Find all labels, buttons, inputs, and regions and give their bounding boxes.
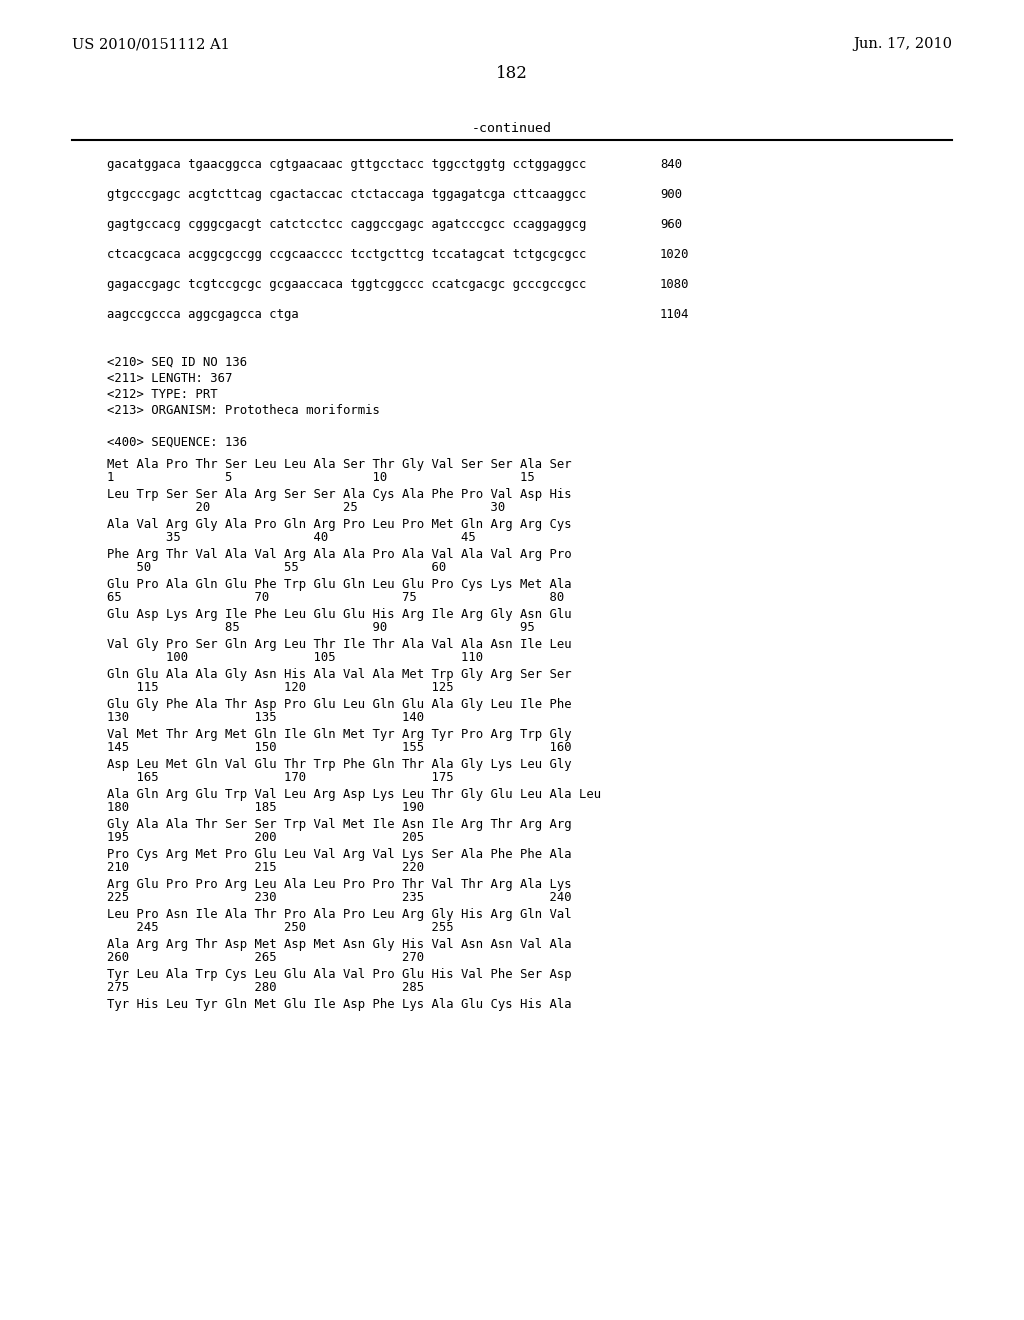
Text: 180                 185                 190: 180 185 190 bbox=[106, 801, 424, 814]
Text: Gly Ala Ala Thr Ser Ser Trp Val Met Ile Asn Ile Arg Thr Arg Arg: Gly Ala Ala Thr Ser Ser Trp Val Met Ile … bbox=[106, 818, 571, 832]
Text: Gln Glu Ala Ala Gly Asn His Ala Val Ala Met Trp Gly Arg Ser Ser: Gln Glu Ala Ala Gly Asn His Ala Val Ala … bbox=[106, 668, 571, 681]
Text: Phe Arg Thr Val Ala Val Arg Ala Ala Pro Ala Val Ala Val Arg Pro: Phe Arg Thr Val Ala Val Arg Ala Ala Pro … bbox=[106, 548, 571, 561]
Text: Ala Gln Arg Glu Trp Val Leu Arg Asp Lys Leu Thr Gly Glu Leu Ala Leu: Ala Gln Arg Glu Trp Val Leu Arg Asp Lys … bbox=[106, 788, 601, 801]
Text: Ala Arg Arg Thr Asp Met Asp Met Asn Gly His Val Asn Asn Val Ala: Ala Arg Arg Thr Asp Met Asp Met Asn Gly … bbox=[106, 939, 571, 950]
Text: Glu Gly Phe Ala Thr Asp Pro Glu Leu Gln Glu Ala Gly Leu Ile Phe: Glu Gly Phe Ala Thr Asp Pro Glu Leu Gln … bbox=[106, 698, 571, 711]
Text: 50                  55                  60: 50 55 60 bbox=[106, 561, 446, 574]
Text: <400> SEQUENCE: 136: <400> SEQUENCE: 136 bbox=[106, 436, 247, 449]
Text: 225                 230                 235                 240: 225 230 235 240 bbox=[106, 891, 571, 904]
Text: Glu Pro Ala Gln Glu Phe Trp Glu Gln Leu Glu Pro Cys Lys Met Ala: Glu Pro Ala Gln Glu Phe Trp Glu Gln Leu … bbox=[106, 578, 571, 591]
Text: gacatggaca tgaacggcca cgtgaacaac gttgcctacc tggcctggtg cctggaggcc: gacatggaca tgaacggcca cgtgaacaac gttgcct… bbox=[106, 158, 587, 172]
Text: 960: 960 bbox=[660, 218, 682, 231]
Text: 85                  90                  95: 85 90 95 bbox=[106, 620, 535, 634]
Text: <212> TYPE: PRT: <212> TYPE: PRT bbox=[106, 388, 218, 401]
Text: 1104: 1104 bbox=[660, 308, 689, 321]
Text: Leu Pro Asn Ile Ala Thr Pro Ala Pro Leu Arg Gly His Arg Gln Val: Leu Pro Asn Ile Ala Thr Pro Ala Pro Leu … bbox=[106, 908, 571, 921]
Text: 35                  40                  45: 35 40 45 bbox=[106, 531, 476, 544]
Text: <211> LENGTH: 367: <211> LENGTH: 367 bbox=[106, 372, 232, 385]
Text: ctcacgcaca acggcgccgg ccgcaacccc tcctgcttcg tccatagcat tctgcgcgcc: ctcacgcaca acggcgccgg ccgcaacccc tcctgct… bbox=[106, 248, 587, 261]
Text: 20                  25                  30: 20 25 30 bbox=[106, 502, 505, 513]
Text: aagccgccca aggcgagcca ctga: aagccgccca aggcgagcca ctga bbox=[106, 308, 299, 321]
Text: 65                  70                  75                  80: 65 70 75 80 bbox=[106, 591, 564, 605]
Text: 1080: 1080 bbox=[660, 279, 689, 290]
Text: Tyr His Leu Tyr Gln Met Glu Ile Asp Phe Lys Ala Glu Cys His Ala: Tyr His Leu Tyr Gln Met Glu Ile Asp Phe … bbox=[106, 998, 571, 1011]
Text: 245                 250                 255: 245 250 255 bbox=[106, 921, 454, 935]
Text: Arg Glu Pro Pro Arg Leu Ala Leu Pro Pro Thr Val Thr Arg Ala Lys: Arg Glu Pro Pro Arg Leu Ala Leu Pro Pro … bbox=[106, 878, 571, 891]
Text: 1               5                   10                  15: 1 5 10 15 bbox=[106, 471, 535, 484]
Text: 195                 200                 205: 195 200 205 bbox=[106, 832, 424, 843]
Text: Val Gly Pro Ser Gln Arg Leu Thr Ile Thr Ala Val Ala Asn Ile Leu: Val Gly Pro Ser Gln Arg Leu Thr Ile Thr … bbox=[106, 638, 571, 651]
Text: <213> ORGANISM: Prototheca moriformis: <213> ORGANISM: Prototheca moriformis bbox=[106, 404, 380, 417]
Text: Jun. 17, 2010: Jun. 17, 2010 bbox=[853, 37, 952, 51]
Text: Tyr Leu Ala Trp Cys Leu Glu Ala Val Pro Glu His Val Phe Ser Asp: Tyr Leu Ala Trp Cys Leu Glu Ala Val Pro … bbox=[106, 968, 571, 981]
Text: 165                 170                 175: 165 170 175 bbox=[106, 771, 454, 784]
Text: Glu Asp Lys Arg Ile Phe Leu Glu Glu His Arg Ile Arg Gly Asn Glu: Glu Asp Lys Arg Ile Phe Leu Glu Glu His … bbox=[106, 609, 571, 620]
Text: Asp Leu Met Gln Val Glu Thr Trp Phe Gln Thr Ala Gly Lys Leu Gly: Asp Leu Met Gln Val Glu Thr Trp Phe Gln … bbox=[106, 758, 571, 771]
Text: 100                 105                 110: 100 105 110 bbox=[106, 651, 483, 664]
Text: <210> SEQ ID NO 136: <210> SEQ ID NO 136 bbox=[106, 356, 247, 370]
Text: Val Met Thr Arg Met Gln Ile Gln Met Tyr Arg Tyr Pro Arg Trp Gly: Val Met Thr Arg Met Gln Ile Gln Met Tyr … bbox=[106, 729, 571, 741]
Text: 182: 182 bbox=[496, 65, 528, 82]
Text: US 2010/0151112 A1: US 2010/0151112 A1 bbox=[72, 37, 229, 51]
Text: 275                 280                 285: 275 280 285 bbox=[106, 981, 424, 994]
Text: gagaccgagc tcgtccgcgc gcgaaccaca tggtcggccc ccatcgacgc gcccgccgcc: gagaccgagc tcgtccgcgc gcgaaccaca tggtcgg… bbox=[106, 279, 587, 290]
Text: Leu Trp Ser Ser Ala Arg Ser Ser Ala Cys Ala Phe Pro Val Asp His: Leu Trp Ser Ser Ala Arg Ser Ser Ala Cys … bbox=[106, 488, 571, 502]
Text: -continued: -continued bbox=[472, 121, 552, 135]
Text: gagtgccacg cgggcgacgt catctcctcc caggccgagc agatcccgcc ccaggaggcg: gagtgccacg cgggcgacgt catctcctcc caggccg… bbox=[106, 218, 587, 231]
Text: Met Ala Pro Thr Ser Leu Leu Ala Ser Thr Gly Val Ser Ser Ala Ser: Met Ala Pro Thr Ser Leu Leu Ala Ser Thr … bbox=[106, 458, 571, 471]
Text: 260                 265                 270: 260 265 270 bbox=[106, 950, 424, 964]
Text: 210                 215                 220: 210 215 220 bbox=[106, 861, 424, 874]
Text: 1020: 1020 bbox=[660, 248, 689, 261]
Text: Pro Cys Arg Met Pro Glu Leu Val Arg Val Lys Ser Ala Phe Phe Ala: Pro Cys Arg Met Pro Glu Leu Val Arg Val … bbox=[106, 847, 571, 861]
Text: 840: 840 bbox=[660, 158, 682, 172]
Text: 145                 150                 155                 160: 145 150 155 160 bbox=[106, 741, 571, 754]
Text: 900: 900 bbox=[660, 187, 682, 201]
Text: gtgcccgagc acgtcttcag cgactaccac ctctaccaga tggagatcga cttcaaggcc: gtgcccgagc acgtcttcag cgactaccac ctctacc… bbox=[106, 187, 587, 201]
Text: 115                 120                 125: 115 120 125 bbox=[106, 681, 454, 694]
Text: Ala Val Arg Gly Ala Pro Gln Arg Pro Leu Pro Met Gln Arg Arg Cys: Ala Val Arg Gly Ala Pro Gln Arg Pro Leu … bbox=[106, 517, 571, 531]
Text: 130                 135                 140: 130 135 140 bbox=[106, 711, 424, 723]
